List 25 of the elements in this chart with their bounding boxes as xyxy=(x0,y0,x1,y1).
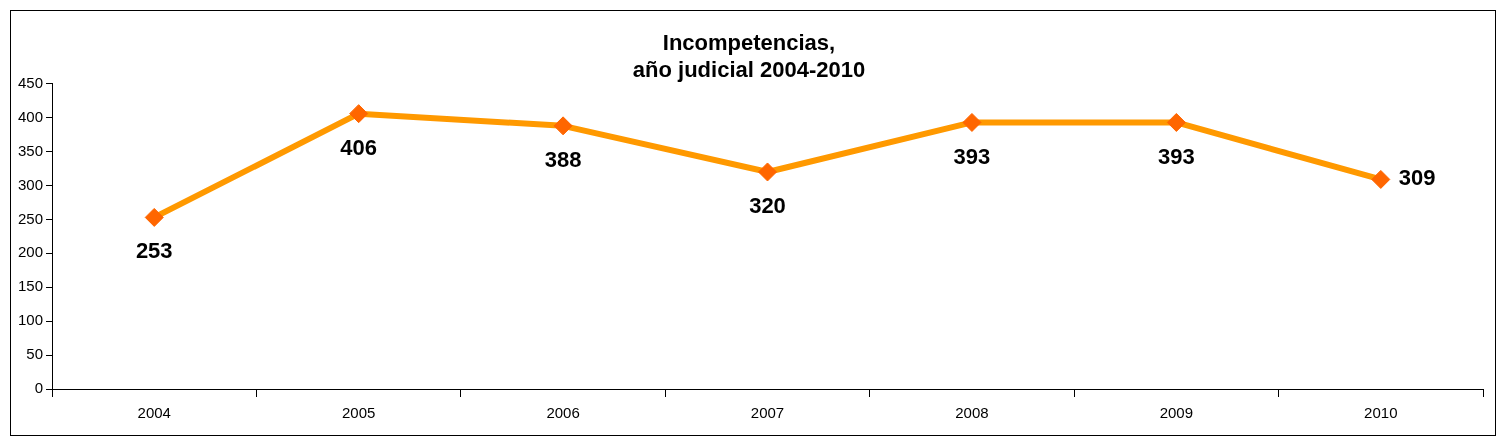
y-tick-label: 450 xyxy=(18,73,44,91)
data-label: 388 xyxy=(544,146,582,172)
chart-title: Incompetencias, año judicial 2004-2010 xyxy=(632,30,866,82)
y-tick-label: 150 xyxy=(18,277,44,295)
y-tick-label: 400 xyxy=(18,107,44,125)
x-tick-label: 2006 xyxy=(546,404,580,422)
data-label: 393 xyxy=(953,143,991,169)
y-tick-label: 100 xyxy=(18,311,44,329)
x-tick-label: 2008 xyxy=(955,404,989,422)
y-tick-label: 350 xyxy=(18,141,44,159)
data-label: 393 xyxy=(1158,143,1195,169)
y-tick-label: 200 xyxy=(18,243,44,261)
y-tick-label: 0 xyxy=(34,379,44,397)
y-tick-label: 50 xyxy=(26,345,44,363)
data-label: 309 xyxy=(1398,165,1436,191)
data-label: 253 xyxy=(135,238,173,264)
x-tick-label: 2010 xyxy=(1364,404,1398,422)
data-label: 406 xyxy=(340,134,378,160)
x-tick-label: 2009 xyxy=(1159,404,1194,422)
data-label: 320 xyxy=(749,193,786,219)
x-tick-label: 2005 xyxy=(341,404,376,422)
y-tick-label: 300 xyxy=(18,175,44,193)
x-tick-label: 2004 xyxy=(137,404,171,422)
y-tick-label: 250 xyxy=(18,209,44,227)
x-tick-label: 2007 xyxy=(750,404,785,422)
